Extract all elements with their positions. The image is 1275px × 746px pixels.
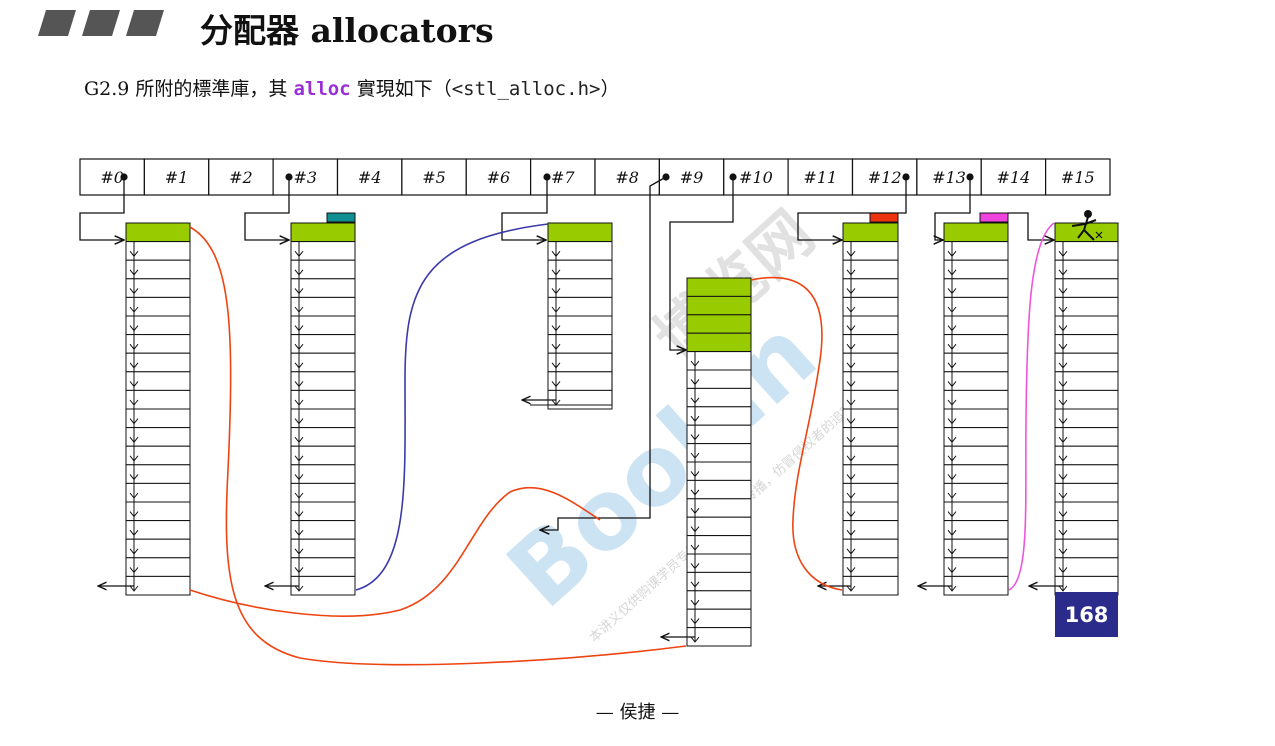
free-list-label-12: #12 [868,168,902,187]
subtitle-keyword: alloc [293,78,351,100]
free-list-slot-9 [658,158,725,196]
red-marker [869,212,899,223]
block-slot-15 [1054,222,1119,596]
block-slot-3 [290,222,356,596]
title-stripes-icon [38,10,164,36]
block-slot-13 [943,222,1009,596]
pink-marker [979,212,1009,223]
free-list-slot-15 [1045,158,1111,196]
free-list-label-6: #6 [487,168,511,187]
free-list-label-15: #15 [1061,168,1095,187]
pointer-12 [797,177,907,240]
free-list-slot-6 [465,158,532,196]
subtitle-middle: 實現如下（ [350,78,452,100]
pointer-9 [540,176,667,530]
free-list-label-0: #0 [100,168,124,187]
subtitle-prefix: G2.9 所附的標準庫，其 [84,78,294,100]
free-list-slot-4 [336,158,403,196]
free-list-slot-7 [530,158,596,196]
orange-link-b [189,486,601,617]
free-list-label-2: #2 [229,168,253,187]
pointer-7 [501,177,548,240]
pointer-3 [244,177,289,240]
badge-168: 168 [1055,592,1118,637]
block-slot-7 [547,222,613,410]
free-list-slot-14 [980,158,1047,196]
free-list-label-8: #8 [615,168,639,187]
free-list-label-4: #4 [358,168,382,187]
pink-link [1008,222,1055,591]
teal-marker [326,212,356,223]
pointer-10 [669,177,734,350]
orange-link-c [750,276,843,591]
free-list-label-14: #14 [997,168,1031,187]
free-list-slot-2 [208,158,274,196]
free-list-slot-11 [787,158,854,196]
free-list-label-3: #3 [294,168,318,187]
footer-author: — 侯捷 — [595,702,680,723]
free-list-slot-8 [594,158,660,196]
free-list-label-10: #10 [739,168,773,187]
free-list-label-9: #9 [680,168,704,187]
subtitle-header: <stl_alloc.h> [451,78,601,100]
slot-9-side-link [530,340,613,406]
block-slot-12 [842,222,899,596]
pointer-13 [935,177,971,240]
pointer-0 [79,177,124,240]
free-list-label-11: #11 [803,168,837,187]
block-slot-0 [125,222,191,596]
slot-pointers [79,173,1054,530]
blue-link [355,223,549,591]
block-slot-10 [686,277,752,647]
free-list-label-1: #1 [165,168,189,187]
pointer-14 [1008,212,1054,240]
chunk-links [189,222,1055,666]
subtitle: G2.9 所附的標準庫，其 alloc 實現如下（<stl_alloc.h>） [84,74,619,101]
badge-text: 168 [1065,603,1109,627]
memory-blocks [98,212,1119,647]
free-list-label-5: #5 [422,168,446,187]
page-title: 分配器 allocators [200,11,494,50]
free-list-slot-3 [272,158,339,196]
free-list-label-13: #13 [932,168,966,187]
free-list-label-7: #7 [551,168,575,187]
free-list-array: #0 #1 #2 #3 #4 #5 #6 #7 #8 #9 #10 #11 #12 #13 #14 #15 [79,158,1111,196]
orange-link-a [189,226,687,666]
subtitle-suffix: ） [600,78,620,100]
stick-figure-icon [1071,210,1103,241]
